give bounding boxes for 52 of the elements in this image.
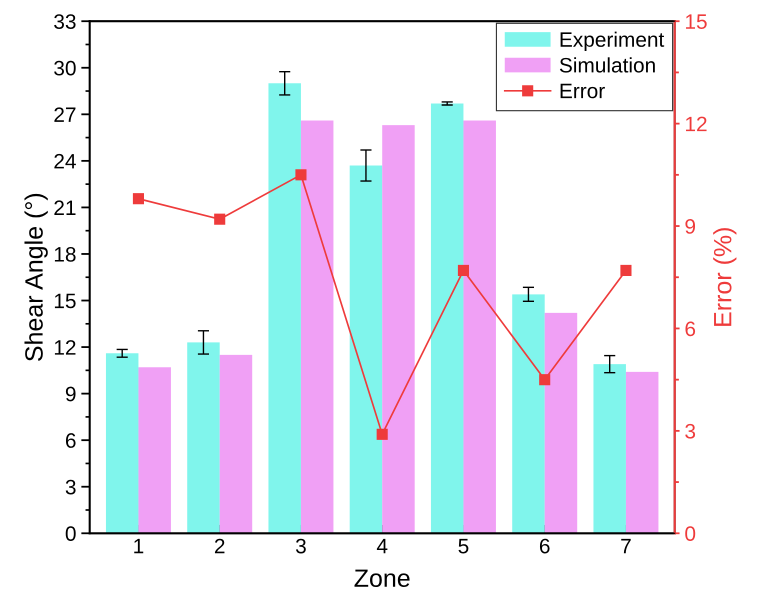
bar — [463, 120, 496, 534]
bar — [544, 312, 578, 534]
y-tick-label: 0 — [66, 526, 76, 542]
x-tick-label: 6 — [540, 538, 550, 554]
bar — [268, 83, 301, 534]
y2-tick-label: 9 — [685, 219, 696, 234]
y-tick-label: 24 — [54, 154, 76, 168]
y2-tick-label: 3 — [685, 424, 696, 439]
bar — [512, 294, 545, 534]
y-tick-label: 33 — [54, 14, 76, 29]
y-tick-label: 18 — [54, 246, 76, 262]
x-tick-label: 3 — [296, 538, 306, 554]
bar — [382, 125, 415, 534]
y2-tick-label: 0 — [685, 526, 696, 542]
x-tick-label: 2 — [214, 538, 224, 554]
x-tick-label: 4 — [376, 538, 388, 554]
point — [539, 374, 550, 386]
y-tick-label: 15 — [54, 294, 76, 308]
x-tick-label: 7 — [621, 538, 631, 554]
bar — [350, 166, 382, 534]
y-tick-label: 27 — [54, 107, 76, 122]
y-tick-label: 21 — [54, 200, 76, 215]
x-axis-title: Zone — [354, 570, 410, 588]
point — [132, 193, 144, 204]
y-tick-label: 30 — [54, 60, 76, 76]
bar — [187, 342, 220, 534]
point — [214, 214, 226, 225]
bar — [430, 103, 464, 534]
bar — [626, 372, 658, 534]
y2-tick-label: 6 — [685, 321, 696, 336]
point — [620, 264, 632, 276]
point — [458, 264, 470, 276]
y-tick-label: 9 — [66, 386, 76, 402]
bar — [300, 120, 334, 534]
point — [376, 428, 388, 440]
bar — [138, 367, 171, 534]
y-tick-label: 12 — [54, 340, 76, 355]
y-tick-label: 6 — [66, 433, 76, 448]
y-tick-label: 3 — [66, 480, 76, 494]
legend-label: Simulation — [560, 57, 655, 73]
x-tick-label: 5 — [458, 538, 468, 554]
bar — [593, 364, 626, 534]
legend-label: Experiment — [560, 32, 664, 52]
legend-label: Error — [560, 84, 605, 98]
bar — [220, 354, 252, 534]
y2-axis-title: Error (%) — [713, 228, 736, 326]
point — [295, 169, 307, 180]
y-axis-title: Shear Angle (°) — [24, 194, 48, 362]
y2-tick-label: 12 — [686, 116, 707, 132]
y2-tick-label: 15 — [686, 14, 707, 29]
x-tick-label: 1 — [134, 538, 144, 554]
bar — [106, 353, 138, 534]
